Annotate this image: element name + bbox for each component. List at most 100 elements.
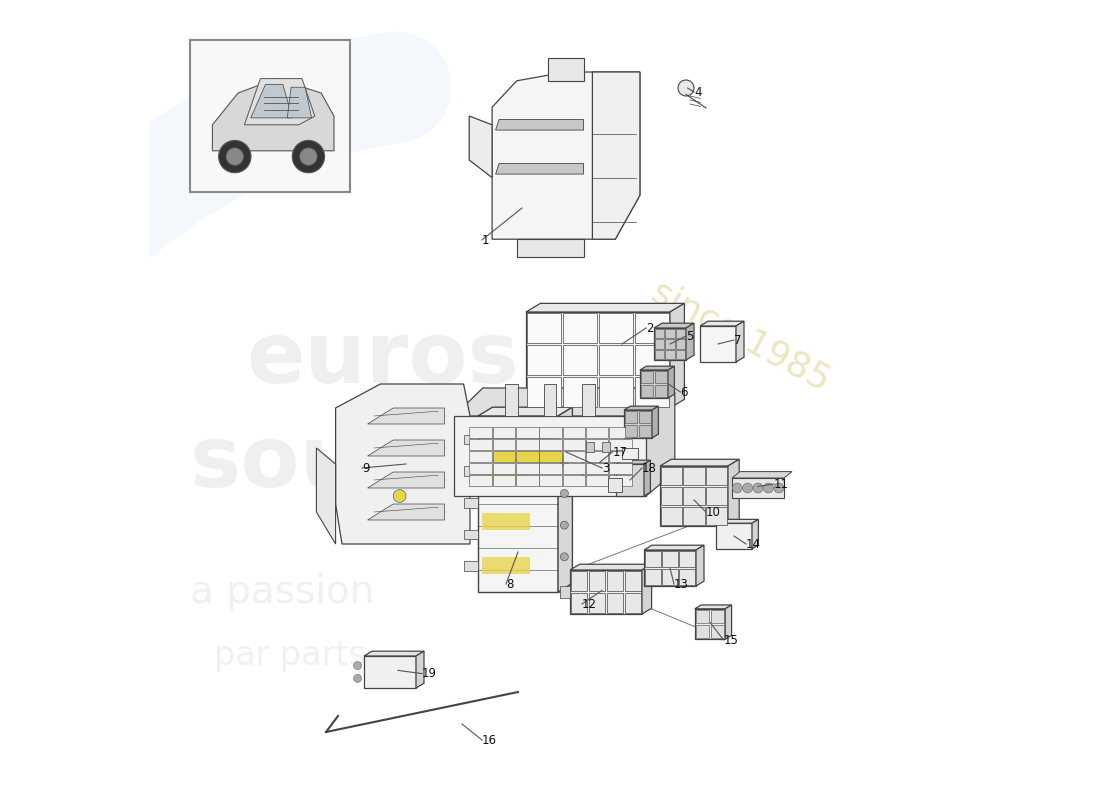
Text: euros: euros (246, 318, 519, 402)
Bar (463, 530, 478, 539)
Text: 3: 3 (602, 462, 609, 474)
Polygon shape (654, 323, 694, 328)
Bar (482, 513, 530, 530)
Text: par parts: par parts (214, 639, 365, 673)
Polygon shape (367, 472, 444, 488)
Circle shape (678, 80, 694, 96)
Bar (454, 416, 646, 496)
Bar (695, 625, 710, 638)
Circle shape (560, 458, 569, 466)
Polygon shape (317, 448, 336, 544)
Bar (676, 329, 685, 338)
Bar (635, 345, 669, 375)
Bar (527, 313, 561, 343)
Polygon shape (570, 570, 642, 614)
Polygon shape (496, 119, 584, 130)
Polygon shape (728, 459, 739, 526)
Bar (639, 425, 651, 437)
Polygon shape (367, 440, 444, 456)
Circle shape (299, 148, 317, 166)
Circle shape (560, 521, 569, 529)
Bar (654, 385, 668, 397)
Bar (654, 371, 668, 383)
Text: 14: 14 (746, 538, 761, 550)
Circle shape (754, 483, 763, 493)
Bar (625, 593, 641, 613)
Text: 10: 10 (706, 506, 721, 518)
Bar (463, 466, 478, 476)
Polygon shape (367, 504, 444, 520)
Bar (563, 345, 597, 375)
Bar (641, 385, 653, 397)
Polygon shape (640, 370, 668, 398)
Bar (563, 377, 597, 407)
Bar (586, 463, 608, 474)
Bar (609, 427, 631, 438)
Bar (683, 486, 704, 506)
Polygon shape (624, 410, 652, 438)
Polygon shape (244, 78, 315, 125)
Polygon shape (696, 546, 704, 586)
Bar (666, 350, 674, 359)
Bar (516, 463, 539, 474)
Bar (539, 463, 562, 474)
Bar (625, 425, 637, 437)
Polygon shape (251, 84, 293, 118)
Text: 1: 1 (482, 234, 490, 246)
Bar (654, 329, 664, 338)
Bar (662, 569, 678, 586)
Polygon shape (644, 546, 704, 550)
Bar (609, 463, 631, 474)
Polygon shape (287, 87, 311, 118)
Polygon shape (644, 550, 696, 586)
Polygon shape (660, 459, 739, 466)
Bar (463, 498, 478, 507)
Circle shape (293, 141, 324, 173)
Bar (516, 439, 539, 450)
Bar (732, 478, 784, 498)
Bar (478, 416, 558, 592)
Bar (562, 427, 585, 438)
Polygon shape (517, 239, 584, 257)
Text: 8: 8 (506, 578, 514, 590)
Polygon shape (593, 72, 640, 239)
Bar (463, 562, 478, 571)
Text: 12: 12 (582, 598, 597, 610)
Polygon shape (416, 651, 424, 688)
Polygon shape (668, 366, 674, 398)
Polygon shape (646, 392, 674, 496)
Polygon shape (364, 656, 416, 688)
Bar (711, 625, 725, 638)
Bar (666, 329, 674, 338)
Text: a passion: a passion (190, 573, 374, 611)
Bar (598, 345, 634, 375)
Bar (588, 570, 605, 591)
Bar (470, 451, 492, 462)
Bar (680, 569, 695, 586)
Text: 18: 18 (642, 462, 657, 474)
Bar (493, 475, 515, 486)
Bar (463, 434, 478, 444)
Bar (470, 463, 492, 474)
Polygon shape (367, 408, 444, 424)
Polygon shape (670, 303, 684, 408)
Bar (582, 452, 614, 476)
Bar (527, 345, 561, 375)
Bar (578, 408, 618, 424)
Bar (493, 463, 515, 474)
Polygon shape (492, 72, 640, 239)
Bar (482, 469, 530, 486)
Polygon shape (570, 564, 651, 570)
Bar (661, 466, 682, 485)
Polygon shape (212, 78, 334, 151)
Circle shape (773, 483, 784, 493)
Bar (470, 475, 492, 486)
Bar (625, 411, 637, 423)
Text: 6: 6 (681, 386, 688, 398)
Bar (609, 439, 631, 450)
Text: sources: sources (190, 422, 565, 506)
Bar (676, 339, 685, 349)
Bar (586, 427, 608, 438)
Bar (571, 570, 587, 591)
Text: 9: 9 (362, 462, 370, 474)
